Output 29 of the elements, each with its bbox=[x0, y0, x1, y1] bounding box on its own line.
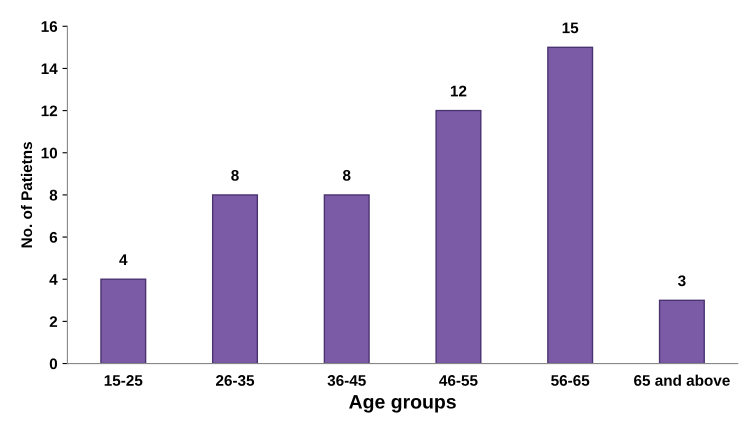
data-label: 8 bbox=[342, 170, 351, 181]
bar bbox=[658, 300, 705, 364]
data-label: 15 bbox=[562, 22, 578, 34]
y-tick-label: 4 bbox=[49, 274, 58, 285]
y-tick-label: 10 bbox=[42, 148, 58, 158]
y-tick-label: 8 bbox=[50, 190, 58, 201]
y-tick-label: 0 bbox=[50, 358, 58, 370]
x-tick-label: 15-25 bbox=[104, 375, 142, 386]
data-label: 8 bbox=[231, 170, 239, 181]
x-axis-title: Age groups bbox=[349, 395, 456, 413]
y-tick-label: 6 bbox=[50, 232, 58, 243]
x-tick-label: 65 and above bbox=[634, 374, 730, 386]
data-label: 12 bbox=[450, 86, 466, 96]
y-tick-label: 16 bbox=[42, 21, 58, 32]
data-label: 3 bbox=[678, 275, 686, 286]
y-axis-title: No. of Patietns bbox=[20, 142, 32, 248]
bar bbox=[100, 278, 146, 364]
x-tick-label: 46-55 bbox=[439, 375, 478, 386]
y-tick-label: 12 bbox=[42, 105, 58, 116]
x-tick-label: 26-35 bbox=[216, 375, 254, 386]
y-tick-label: 2 bbox=[50, 316, 58, 327]
bar bbox=[435, 110, 482, 364]
bar bbox=[547, 46, 594, 364]
bar bbox=[324, 194, 370, 364]
x-tick-label: 56-65 bbox=[551, 375, 590, 386]
bar bbox=[212, 194, 258, 364]
x-tick-label: 36-45 bbox=[328, 375, 366, 386]
data-label: 4 bbox=[119, 254, 128, 265]
y-tick-label: 14 bbox=[42, 63, 58, 74]
